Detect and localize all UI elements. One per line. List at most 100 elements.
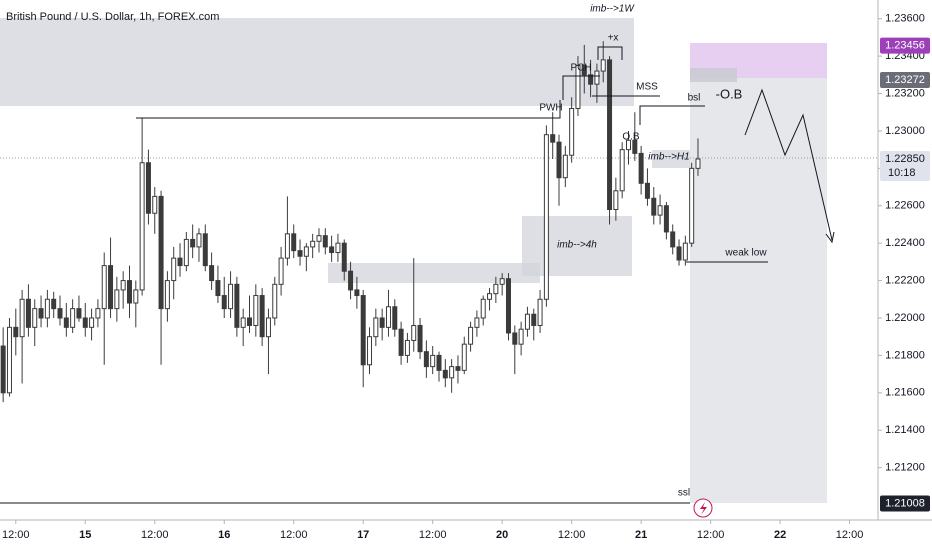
candle-body: [25, 298, 31, 328]
candle-body: [89, 317, 95, 328]
price-label: 1.21008: [885, 497, 925, 509]
candle-body: [379, 317, 385, 328]
candles: [0, 41, 701, 403]
candle-body: [651, 197, 657, 216]
candle-body: [531, 313, 537, 326]
annotation: ssl: [678, 488, 690, 499]
candle-body: [322, 235, 328, 248]
candle-body: [404, 339, 410, 356]
candle-body: [657, 205, 663, 216]
annotation: weak low: [724, 248, 767, 259]
y-tick-label: 1.22200: [885, 274, 925, 286]
annotation: -O.B: [716, 86, 743, 101]
candle-body: [114, 289, 120, 310]
price-label: 1.23456: [885, 40, 925, 52]
annotation: PWH: [539, 103, 562, 114]
x-tick-label: 16: [218, 529, 230, 541]
x-tick-label: 20: [496, 529, 508, 541]
candle-body: [607, 59, 613, 210]
candle-body: [196, 233, 202, 248]
y-tick-label: 1.21200: [885, 462, 925, 474]
candle-body: [240, 317, 246, 328]
candle-body: [480, 298, 486, 319]
short-zone: [690, 78, 827, 503]
candle-body: [202, 233, 208, 267]
candle-body: [423, 351, 429, 368]
annotation: PCH: [570, 63, 591, 74]
candle-body: [209, 265, 215, 282]
candle-body: [581, 64, 587, 76]
candle-body: [569, 107, 575, 156]
candle-body: [455, 366, 461, 371]
candle-body: [291, 233, 297, 252]
annotation: imb-->4h: [557, 240, 597, 251]
candle-body: [335, 242, 341, 254]
candle-body: [499, 278, 505, 285]
candle-body: [215, 280, 221, 297]
candle-body: [436, 354, 442, 371]
alert-bolt: [700, 502, 707, 515]
candle-body: [145, 162, 151, 214]
x-tick-label: 15: [79, 529, 91, 541]
annotation: imb-->1W: [590, 4, 635, 15]
candle-body: [430, 354, 436, 368]
candle-body: [76, 308, 82, 319]
candle-body: [278, 257, 284, 285]
price-label: 1.22850: [885, 153, 925, 165]
candle-body: [303, 246, 309, 257]
candle-body: [70, 308, 76, 328]
candle-body: [537, 298, 543, 326]
price-label-bg: [880, 37, 930, 54]
zone-1w: [0, 18, 634, 106]
y-tick-label: 1.23600: [885, 13, 925, 25]
time-axis: [0, 520, 878, 550]
candle-body: [676, 246, 682, 261]
candle-body: [417, 324, 423, 353]
candle-body: [385, 306, 391, 328]
candle-body: [670, 231, 676, 248]
annotation: MSS: [636, 82, 658, 93]
candle-body: [619, 149, 625, 192]
candle-body: [556, 141, 562, 179]
zone-h1: [652, 150, 690, 168]
price-axis: [878, 0, 932, 550]
candle-body: [392, 306, 398, 330]
pwh-line: [136, 100, 561, 119]
zone-ob: [690, 68, 737, 82]
candle-body: [341, 242, 347, 272]
candle-body: [625, 139, 631, 151]
zone-small: [328, 263, 540, 283]
candle-body: [594, 70, 600, 85]
y-tick-label: 1.23000: [885, 125, 925, 137]
candle-body: [329, 246, 335, 254]
candle-body: [316, 235, 322, 242]
y-tick-label: 1.22000: [885, 312, 925, 324]
candle-body: [139, 162, 145, 291]
candle-body: [613, 190, 619, 210]
x-tick-label: 12:00: [558, 529, 586, 541]
candle-body: [190, 238, 196, 248]
annotation: bsl: [688, 93, 701, 104]
chart-title: British Pound / U.S. Dollar, 1h, FOREX.c…: [6, 11, 219, 23]
candle-body: [360, 295, 366, 366]
y-tick-label: 1.23200: [885, 87, 925, 99]
candle-body: [600, 59, 606, 72]
candle-body: [152, 195, 158, 214]
y-tick-label: 1.21800: [885, 349, 925, 361]
pch-line: [562, 75, 600, 100]
x-bracket: [597, 46, 623, 60]
x-tick-label: 21: [635, 529, 647, 541]
candle-body: [133, 289, 139, 304]
candle-body: [228, 283, 234, 310]
price-label-bg: [880, 495, 930, 512]
candle-body: [120, 280, 126, 291]
candle-body: [234, 283, 240, 328]
candle-body: [164, 280, 170, 310]
x-tick-label: 17: [357, 529, 369, 541]
candle-body: [171, 257, 177, 282]
candle-body: [82, 317, 88, 328]
y-tick-label: 1.22600: [885, 200, 925, 212]
candle-body: [95, 308, 101, 319]
candle-body: [348, 270, 354, 291]
countdown: 10:18: [888, 167, 916, 179]
